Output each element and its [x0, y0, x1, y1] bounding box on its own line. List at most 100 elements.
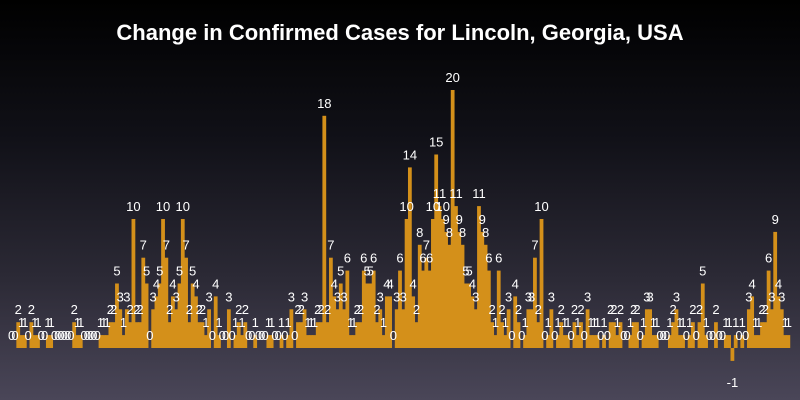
bar-value-label: 5 [465, 264, 472, 279]
bar [253, 335, 258, 348]
bar-value-label: 3 [205, 289, 212, 304]
bar-value-label: 14 [403, 147, 417, 162]
bar [572, 322, 577, 348]
bar [279, 335, 284, 348]
bar-value-label: 1 [627, 315, 634, 330]
bar-value-label: 2 [199, 302, 206, 317]
bar-value-label: 6 [360, 251, 367, 266]
bar-value-label: 2 [758, 302, 765, 317]
bar [503, 335, 508, 348]
bar-value-label: 10 [156, 199, 170, 214]
bar-value-label: 1 [752, 315, 759, 330]
bar-value-label: 1 [739, 315, 746, 330]
bar-value-label: 0 [255, 328, 262, 343]
bar [750, 296, 755, 348]
bar [615, 335, 620, 348]
bar-value-label: 10 [436, 199, 450, 214]
bar-value-label: 0 [623, 328, 630, 343]
bar [417, 244, 422, 348]
bar-value-label: 2 [617, 302, 624, 317]
bar [296, 322, 300, 348]
bar [384, 296, 389, 348]
bar-value-label: 2 [166, 302, 173, 317]
bar-value-label: 3 [525, 289, 532, 304]
bar-value-label: 3 [400, 289, 407, 304]
bar [671, 322, 676, 348]
bar-value-label: 0 [281, 328, 288, 343]
bar [493, 335, 498, 348]
bar [612, 322, 616, 348]
bar [299, 322, 304, 348]
bar [226, 309, 231, 348]
bar-value-label: 5 [113, 264, 120, 279]
bar-value-label: 0 [8, 328, 15, 343]
bar [190, 283, 195, 348]
bar [592, 335, 597, 348]
bar [375, 322, 379, 348]
bar [371, 270, 376, 348]
bar [72, 322, 77, 348]
bar-value-label: 10 [534, 199, 548, 214]
bar-value-label: 3 [393, 289, 400, 304]
bar-value-label: 0 [258, 328, 265, 343]
bar-value-label: 0 [390, 328, 397, 343]
bar-value-label: 7 [423, 238, 430, 253]
bar-value-label: 3 [377, 289, 384, 304]
bar-value-label: 3 [288, 289, 295, 304]
bar [328, 257, 333, 348]
bar-value-label: 7 [182, 238, 189, 253]
bar-value-label: 2 [498, 302, 505, 317]
bar-value-label: 2 [577, 302, 584, 317]
bar [388, 296, 393, 348]
bar-value-label: 3 [173, 289, 180, 304]
bar [342, 309, 346, 348]
bar-value-label: 2 [535, 302, 542, 317]
bar [302, 309, 307, 348]
bar-value-label: 2 [571, 302, 578, 317]
bar [460, 244, 465, 348]
bar-value-label: 1 [311, 315, 318, 330]
bar [101, 335, 106, 348]
bar [779, 309, 784, 348]
bar [203, 335, 208, 348]
bar-value-label: 9 [456, 212, 463, 227]
bar [407, 167, 412, 348]
bar-value-label: 2 [110, 302, 117, 317]
bar-value-label: 5 [363, 264, 370, 279]
bar [602, 335, 606, 348]
bar [575, 335, 580, 348]
bar-value-label: 1 [350, 315, 357, 330]
bar [49, 335, 54, 348]
bar-value-label: 0 [597, 328, 604, 343]
bar-value-label: 3 [528, 289, 535, 304]
bar-value-label: 3 [472, 289, 479, 304]
bar-value-label: 1 [702, 315, 709, 330]
bar [697, 322, 702, 348]
bar-value-label: 1 [284, 315, 291, 330]
bar [121, 335, 126, 348]
bar-value-label: 4 [212, 276, 219, 291]
bar-value-label: 10 [399, 199, 413, 214]
bar [184, 257, 188, 348]
bar-value-label: 3 [505, 289, 512, 304]
bar-value-label: 3 [123, 289, 130, 304]
bar [496, 270, 501, 348]
bar [691, 322, 695, 348]
bar-value-label: 0 [709, 328, 716, 343]
bar [454, 206, 458, 348]
bar-value-label: 8 [459, 225, 466, 240]
bar [167, 322, 172, 348]
bar-value-label: 1 [561, 315, 568, 330]
bar [618, 322, 623, 348]
bar [467, 283, 471, 348]
bar [108, 322, 113, 348]
bar-value-label: 1 [574, 315, 581, 330]
bar-value-label: 1 [544, 315, 551, 330]
bar [549, 309, 554, 348]
bar [595, 335, 600, 348]
bar [332, 296, 337, 348]
bar [516, 322, 521, 348]
bar [444, 231, 448, 348]
bar-value-label: 1 [587, 315, 594, 330]
bar-value-label: 0 [90, 328, 97, 343]
